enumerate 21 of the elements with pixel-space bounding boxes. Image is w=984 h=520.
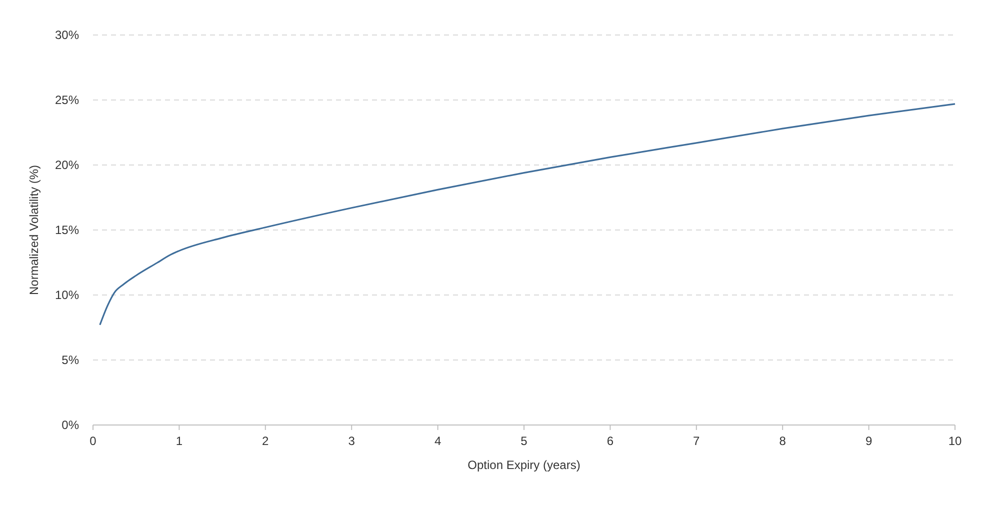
- y-tick-label: 20%: [54, 158, 80, 172]
- x-tick-label: 2: [262, 434, 270, 448]
- y-tick-label: 25%: [54, 93, 80, 107]
- y-tick-label: 30%: [54, 28, 80, 42]
- x-axis-title: Option Expiry (years): [468, 458, 580, 472]
- y-tick-label: 15%: [54, 223, 80, 237]
- x-tick-label: 7: [693, 434, 700, 448]
- x-tick-label: 1: [176, 434, 183, 448]
- x-tick-label: 4: [434, 434, 442, 448]
- y-axis-title: Normalized Volatility (%): [27, 164, 41, 296]
- x-tick-label: 6: [606, 434, 614, 448]
- x-tick-label: 10: [948, 434, 962, 448]
- line-series: [99, 103, 956, 326]
- y-tick-label: 5%: [62, 353, 80, 367]
- x-tick-label: 5: [520, 434, 528, 448]
- y-tick-label: 0%: [62, 418, 80, 432]
- x-tick-label: 0: [90, 434, 97, 448]
- x-tick-label: 8: [779, 434, 786, 448]
- x-tick-label: 9: [865, 434, 872, 448]
- y-tick-label: 10%: [54, 288, 80, 302]
- x-tick-label: 3: [348, 434, 356, 448]
